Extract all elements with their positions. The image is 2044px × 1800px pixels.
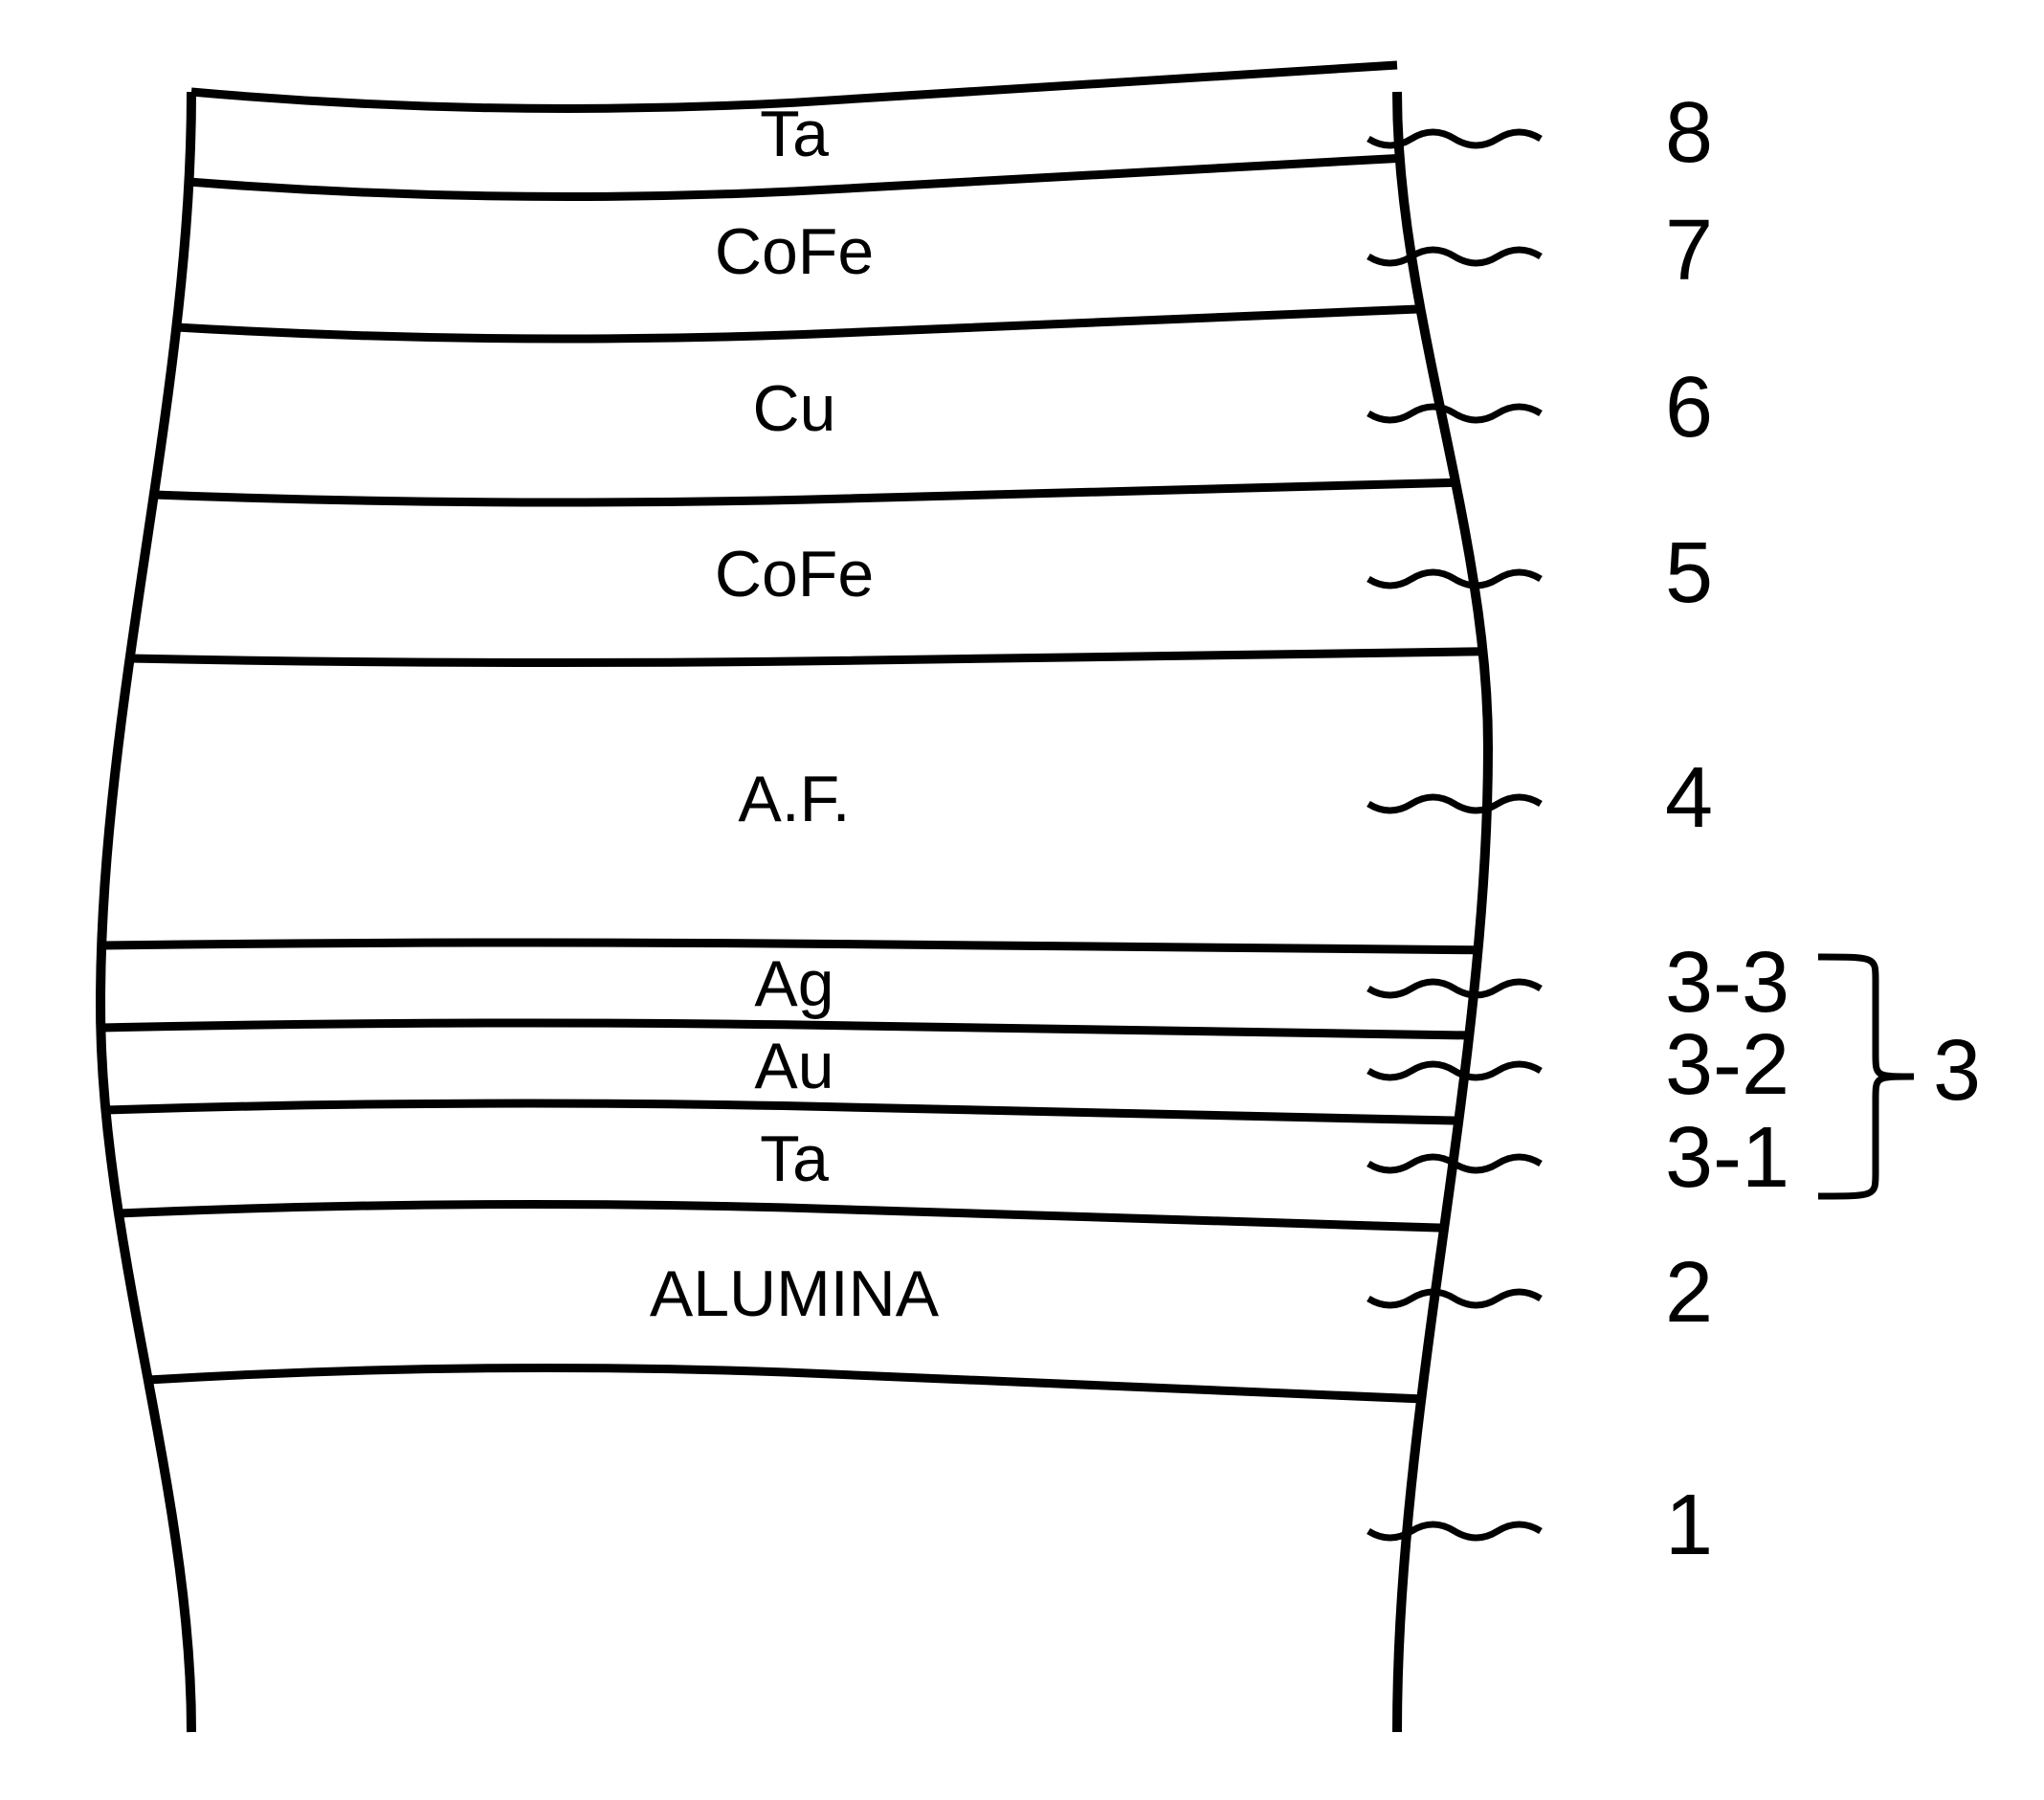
layer-boundary-2: [176, 309, 1424, 339]
layer-material-label: Au: [754, 1030, 833, 1102]
layer-material-label: Ta: [760, 98, 829, 170]
layer-number-label: 7: [1665, 203, 1713, 299]
leader-tilde: [1368, 1292, 1541, 1305]
layer-number-label: 8: [1665, 85, 1713, 181]
group-brace-label: 3: [1933, 1023, 1981, 1119]
leader-tilde: [1368, 407, 1541, 420]
layer-number-label: 3-3: [1665, 935, 1789, 1031]
layer-boundary-4: [130, 652, 1484, 663]
left-side-curve: [100, 92, 191, 1732]
layer-number-label: 2: [1665, 1245, 1713, 1341]
leader-tilde: [1368, 797, 1541, 811]
leader-tilde: [1368, 1524, 1541, 1538]
layer-material-label: Ta: [760, 1122, 829, 1195]
layer-material-label: Cu: [753, 372, 836, 445]
layer-stack-diagram: Ta CoFe Cu CoFe A.F. Ag Au Ta ALUMINA 8 7 6 5 4 3-33-2…: [0, 0, 2044, 1800]
layer-number-label: 1: [1665, 1478, 1713, 1573]
right-side-curve: [1397, 92, 1488, 1732]
layer-boundary-3: [154, 482, 1458, 502]
layer-number-label: 3-1: [1665, 1110, 1789, 1206]
layer-material-label: CoFe: [715, 538, 874, 611]
layer-material-label: Ag: [754, 947, 833, 1020]
leader-tilde: [1368, 1064, 1541, 1078]
layer-number-label: 4: [1665, 750, 1713, 846]
layer-number-label: 3-2: [1665, 1017, 1789, 1113]
layer-boundary-8: [119, 1205, 1446, 1229]
layer-number-label: 6: [1665, 360, 1713, 456]
layer-material-label: CoFe: [715, 215, 874, 288]
layer-material-label: A.F.: [738, 763, 850, 835]
layer-material-label: ALUMINA: [650, 1257, 940, 1330]
layer-boundary-9: [148, 1368, 1424, 1400]
leader-tilde: [1368, 250, 1541, 263]
leader-tilde: [1368, 982, 1541, 995]
layer-number-label: 5: [1665, 525, 1713, 621]
layer-boundary-7: [105, 1103, 1459, 1121]
group-brace-icon: [1818, 957, 1914, 1196]
leader-tilde: [1368, 572, 1541, 586]
